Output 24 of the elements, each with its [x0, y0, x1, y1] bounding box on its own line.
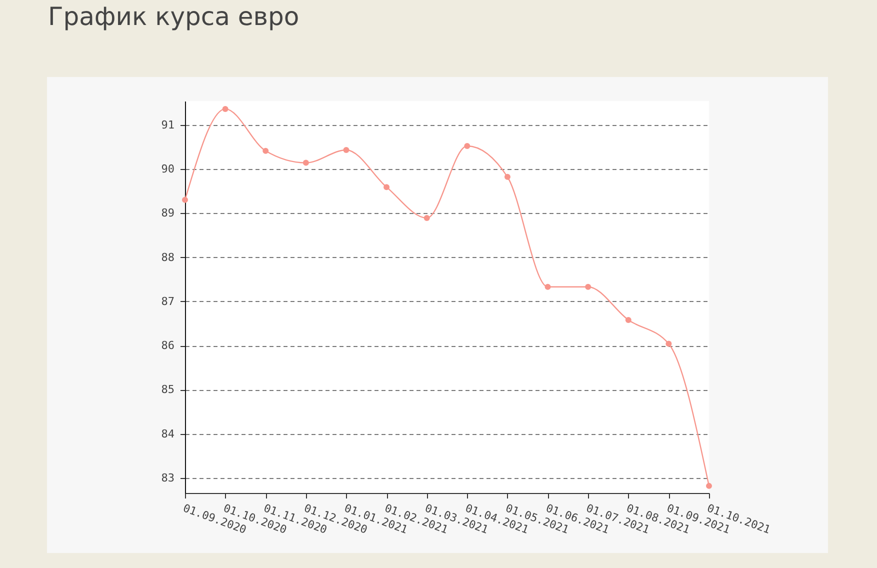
y-tick-label: 87	[161, 294, 174, 308]
y-tick-label: 89	[161, 206, 174, 220]
y-tick-label: 88	[161, 250, 174, 264]
point	[424, 214, 430, 221]
y-tick-label: 91	[161, 118, 174, 132]
y-tick-label: 83	[161, 471, 174, 484]
point	[343, 147, 350, 153]
point	[706, 482, 712, 489]
point	[302, 160, 309, 166]
point	[666, 340, 672, 347]
y-tick-label: 86	[161, 339, 174, 352]
y-tick-label: 90	[161, 162, 174, 176]
point	[504, 174, 510, 180]
point	[262, 148, 269, 154]
y-tick-label: 84	[161, 427, 175, 440]
point	[544, 284, 551, 290]
point	[585, 284, 592, 290]
point	[464, 143, 470, 150]
point	[625, 316, 632, 323]
chart-title: График курса евро	[48, 2, 300, 31]
y-tick-label: 85	[161, 383, 174, 396]
point	[222, 106, 228, 112]
point	[384, 184, 390, 190]
point	[182, 196, 188, 203]
